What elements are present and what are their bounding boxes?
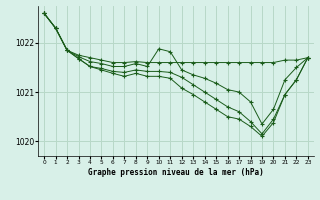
X-axis label: Graphe pression niveau de la mer (hPa): Graphe pression niveau de la mer (hPa) (88, 168, 264, 177)
